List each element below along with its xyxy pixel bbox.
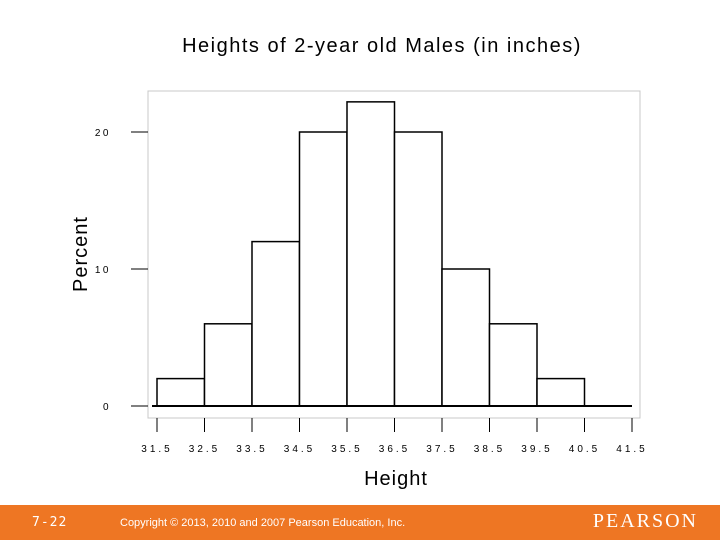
x-tick-label-33.5: 33.5 [236, 444, 267, 455]
x-tick-label-40.5: 40.5 [569, 444, 600, 455]
y-tick-label-20: 20 [95, 128, 111, 139]
pearson-logo: PEARSON [592, 510, 698, 532]
y-tick-label-0: 0 [103, 402, 111, 413]
histogram-bar-7 [441, 268, 491, 407]
y-axis-label: Percent [70, 216, 92, 292]
copyright-text: Copyright © 2013, 2010 and 2007 Pearson … [120, 517, 406, 529]
footer-bar: 7-22 Copyright © 2013, 2010 and 2007 Pea… [0, 505, 720, 540]
x-tick-label-35.5: 35.5 [331, 444, 362, 455]
x-tick-label-36.5: 36.5 [379, 444, 410, 455]
y-axis: 0 10 20 [95, 128, 148, 413]
histogram-bar-8 [488, 323, 538, 407]
histogram-bar-4 [298, 131, 348, 407]
slide-number: 7-22 [32, 515, 68, 530]
histogram-bar-2 [203, 323, 253, 407]
histogram-chart: Heights of 2-year old Males (in inches) … [70, 35, 647, 490]
histogram-bar-5 [346, 101, 396, 407]
x-tick-label-32.5: 32.5 [189, 444, 220, 455]
x-tick-label-41.5: 41.5 [616, 444, 647, 455]
x-tick-label-34.5: 34.5 [284, 444, 315, 455]
x-tick-label-37.5: 37.5 [426, 444, 457, 455]
x-tick-label-31.5: 31.5 [141, 444, 172, 455]
chart-title: Heights of 2-year old Males (in inches) [182, 35, 582, 57]
histogram-bar-3 [251, 240, 301, 407]
x-axis-label: Height [364, 468, 428, 490]
histogram-bar-6 [393, 131, 443, 407]
x-tick-label-39.5: 39.5 [521, 444, 552, 455]
x-axis: 31.5 32.5 33.5 34.5 35.5 36.5 37.5 38.5 39.5 40.5… [141, 418, 647, 455]
bars [156, 101, 586, 407]
y-tick-label-10: 10 [95, 265, 111, 276]
histogram-bar-9 [536, 377, 586, 407]
x-tick-label-38.5: 38.5 [474, 444, 505, 455]
histogram-bar-1 [156, 377, 206, 407]
